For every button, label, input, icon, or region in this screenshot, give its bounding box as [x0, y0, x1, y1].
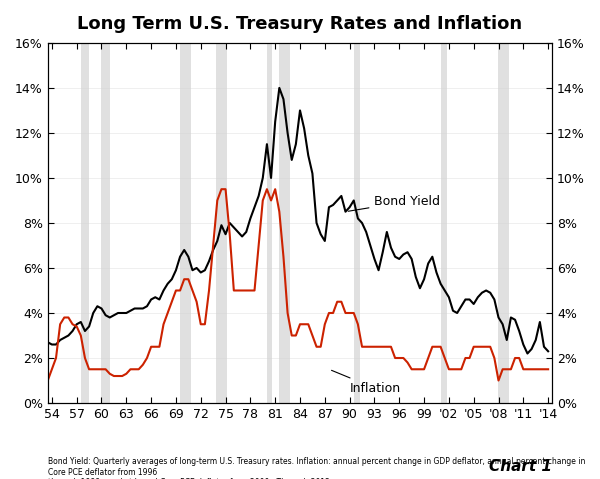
Bar	[215, 43, 227, 403]
Bar	[101, 43, 110, 403]
Text: Bond Yield: Bond Yield	[348, 195, 440, 211]
Bar	[267, 43, 272, 403]
Bar	[497, 43, 509, 403]
Title: Long Term U.S. Treasury Rates and Inflation: Long Term U.S. Treasury Rates and Inflat…	[77, 15, 523, 33]
Text: Inflation: Inflation	[332, 370, 401, 395]
Text: Chart 1: Chart 1	[489, 459, 552, 474]
Bar	[280, 43, 290, 403]
Bar	[180, 43, 191, 403]
Text: Bond Yield: Quarterly averages of long-term U.S. Treasury rates. Inflation: annu: Bond Yield: Quarterly averages of long-t…	[48, 457, 586, 479]
Bar	[354, 43, 359, 403]
Bar	[440, 43, 447, 403]
Bar	[81, 43, 89, 403]
